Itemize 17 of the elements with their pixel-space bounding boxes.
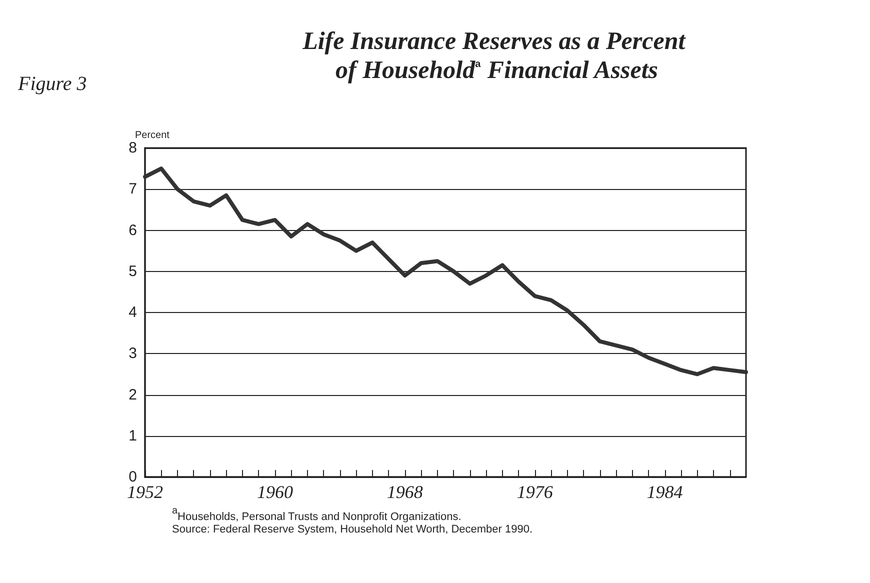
text: aHouseholds, Personal Trusts and Nonprofit Organizations. bbox=[172, 506, 462, 523]
x-tick-label: 1984 bbox=[646, 482, 683, 502]
x-tick-label: 1960 bbox=[256, 482, 293, 502]
source-note: Source: Federal Reserve System, Household Net Worth, December 1990. bbox=[172, 524, 533, 536]
y-tick-label: 3 bbox=[128, 345, 137, 362]
x-tick-label: 1968 bbox=[386, 482, 423, 502]
y-axis-title: Percent bbox=[135, 130, 170, 142]
y-tick-label: 7 bbox=[128, 180, 137, 198]
y-tick-label: 8 bbox=[128, 140, 137, 156]
y-tick-label: 2 bbox=[128, 386, 137, 404]
x-tick-label: 1976 bbox=[516, 482, 553, 502]
y-tick-label: 1 bbox=[128, 427, 137, 444]
y-tick-label: 6 bbox=[128, 222, 137, 239]
line-series bbox=[143, 166, 748, 376]
y-tick-label: 4 bbox=[128, 304, 137, 321]
y-tick-label: 5 bbox=[128, 262, 137, 280]
caption: Figure 3 bbox=[17, 73, 87, 95]
